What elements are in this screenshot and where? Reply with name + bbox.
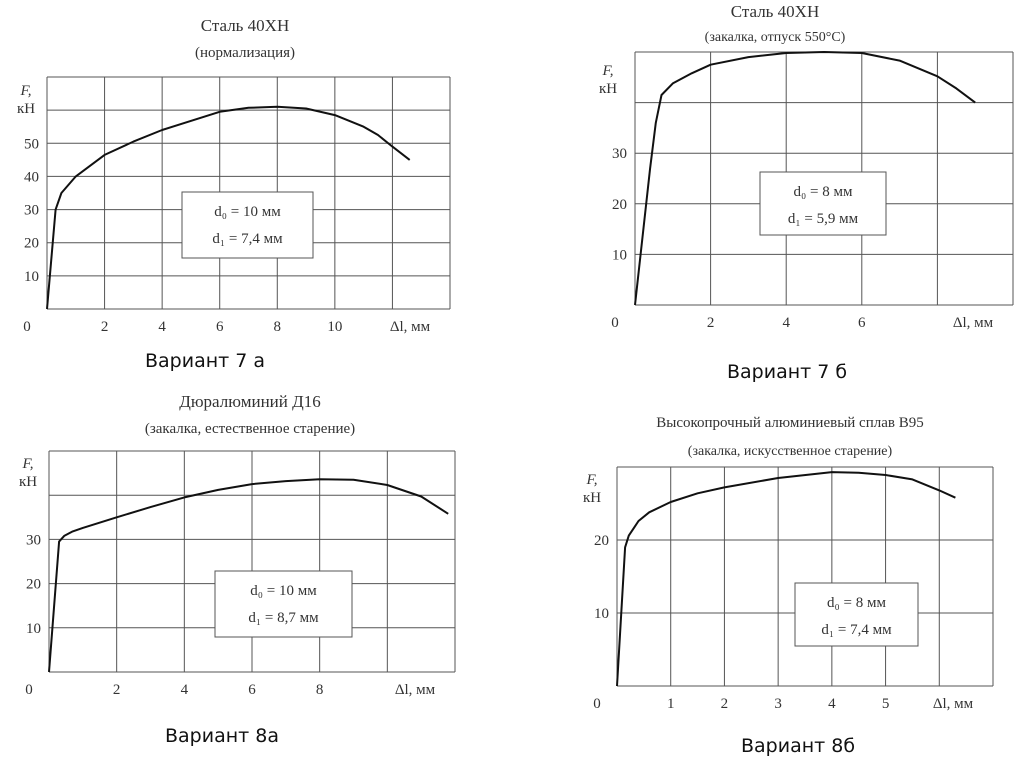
annotation-box: [214, 570, 353, 638]
annotation-text: d₀ = 10 мм: [250, 583, 317, 599]
variant-caption: Вариант 7 а: [145, 350, 265, 372]
x-tick-label: 3: [774, 696, 782, 712]
chart-title: Сталь 40ХН: [731, 2, 820, 21]
x-tick-label: 6: [216, 319, 224, 335]
y-axis-label-symbol: F,: [602, 63, 614, 79]
x-tick-label: 2: [721, 696, 729, 712]
y-axis-label-unit: кН: [599, 81, 617, 97]
annotation-text: d₁ = 5,9 мм: [788, 211, 859, 227]
annotation-text: d₀ = 10 мм: [214, 204, 281, 220]
x-tick-label: 4: [181, 682, 189, 698]
x-tick-label: 8: [316, 682, 324, 698]
x-tick-label: 2: [113, 682, 121, 698]
y-tick-label: 30: [26, 532, 41, 548]
x-tick-label: 4: [158, 319, 166, 335]
y-tick-label: 10: [594, 606, 609, 622]
y-tick-label: 40: [24, 169, 39, 185]
annotation-box: [181, 191, 314, 259]
x-axis-label: Δl, мм: [933, 696, 974, 712]
chart-subtitle: (закалка, отпуск 550°С): [705, 30, 846, 45]
y-tick-label: 20: [612, 197, 627, 213]
variant-caption: Вариант 8б: [741, 735, 855, 757]
chart-title: Сталь 40ХН: [201, 16, 290, 35]
y-axis-label-symbol: F,: [20, 83, 32, 99]
annotation-box: [794, 582, 919, 647]
y-tick-label: 20: [24, 236, 39, 252]
y-axis-label-symbol: F,: [586, 472, 598, 488]
variant-caption: Вариант 7 б: [727, 361, 847, 383]
force-elongation-curve: [616, 471, 956, 687]
annotation-text: d₀ = 8 мм: [827, 595, 886, 611]
x-tick-label: 6: [248, 682, 256, 698]
y-tick-label: 20: [594, 533, 609, 549]
x-tick-label: 0: [23, 319, 31, 335]
x-tick-label: 10: [327, 319, 342, 335]
y-axis-label-unit: кН: [19, 474, 37, 490]
chart-title: Высокопрочный алюминиевый сплав В95: [656, 415, 923, 431]
annotation-text: d₁ = 8,7 мм: [248, 610, 319, 626]
chart-subtitle: (нормализация): [195, 45, 295, 61]
x-axis-label: Δl, мм: [953, 315, 994, 331]
variant-caption: Вариант 8а: [165, 725, 279, 747]
chart-4: Высокопрочный алюминиевый сплав В95 (зака…: [583, 415, 994, 757]
x-tick-label: 8: [274, 319, 282, 335]
force-elongation-curve: [46, 105, 411, 310]
y-tick-label: 10: [24, 269, 39, 285]
x-tick-label: 6: [858, 315, 866, 331]
chart-1: Сталь 40ХН (нормализация) 0 2 4 6 8 10 10 20 30 40 5…: [17, 16, 451, 372]
x-tick-label: 0: [25, 682, 33, 698]
y-axis-label-unit: кН: [583, 490, 601, 506]
x-tick-label: 0: [611, 315, 619, 331]
chart-3: Дюралюминий Д16 (закалка, естественное ст…: [19, 392, 456, 747]
y-axis-label-symbol: F,: [22, 456, 34, 472]
chart-2: Сталь 40ХН (закалка, отпуск 550°С) 0 2 4 6 10 2…: [599, 2, 1014, 383]
y-tick-label: 10: [26, 621, 41, 637]
x-tick-label: 5: [882, 696, 890, 712]
y-tick-label: 30: [612, 146, 627, 162]
annotation-text: d₁ = 7,4 мм: [821, 622, 892, 638]
force-elongation-curve: [634, 51, 976, 306]
annotation-text: d₀ = 8 мм: [794, 184, 853, 200]
x-tick-label: 4: [828, 696, 836, 712]
x-tick-label: 0: [593, 696, 601, 712]
force-elongation-curve: [48, 478, 449, 673]
chart-subtitle: (закалка, естественное старение): [145, 421, 355, 437]
y-tick-label: 10: [612, 247, 627, 263]
x-tick-label: 4: [782, 315, 790, 331]
y-tick-label: 20: [26, 577, 41, 593]
annotation-box: [759, 171, 887, 236]
x-axis-label: Δl, мм: [395, 682, 436, 698]
x-tick-label: 2: [707, 315, 715, 331]
y-tick-label: 50: [24, 136, 39, 152]
x-tick-label: 2: [101, 319, 109, 335]
x-axis-label: Δl, мм: [390, 319, 431, 335]
y-tick-label: 30: [24, 203, 39, 219]
y-axis-label-unit: кН: [17, 101, 35, 117]
x-tick-label: 1: [667, 696, 675, 712]
chart-title: Дюралюминий Д16: [179, 392, 320, 411]
chart-subtitle: (закалка, искусственное старение): [688, 444, 893, 459]
annotation-text: d₁ = 7,4 мм: [212, 231, 283, 247]
